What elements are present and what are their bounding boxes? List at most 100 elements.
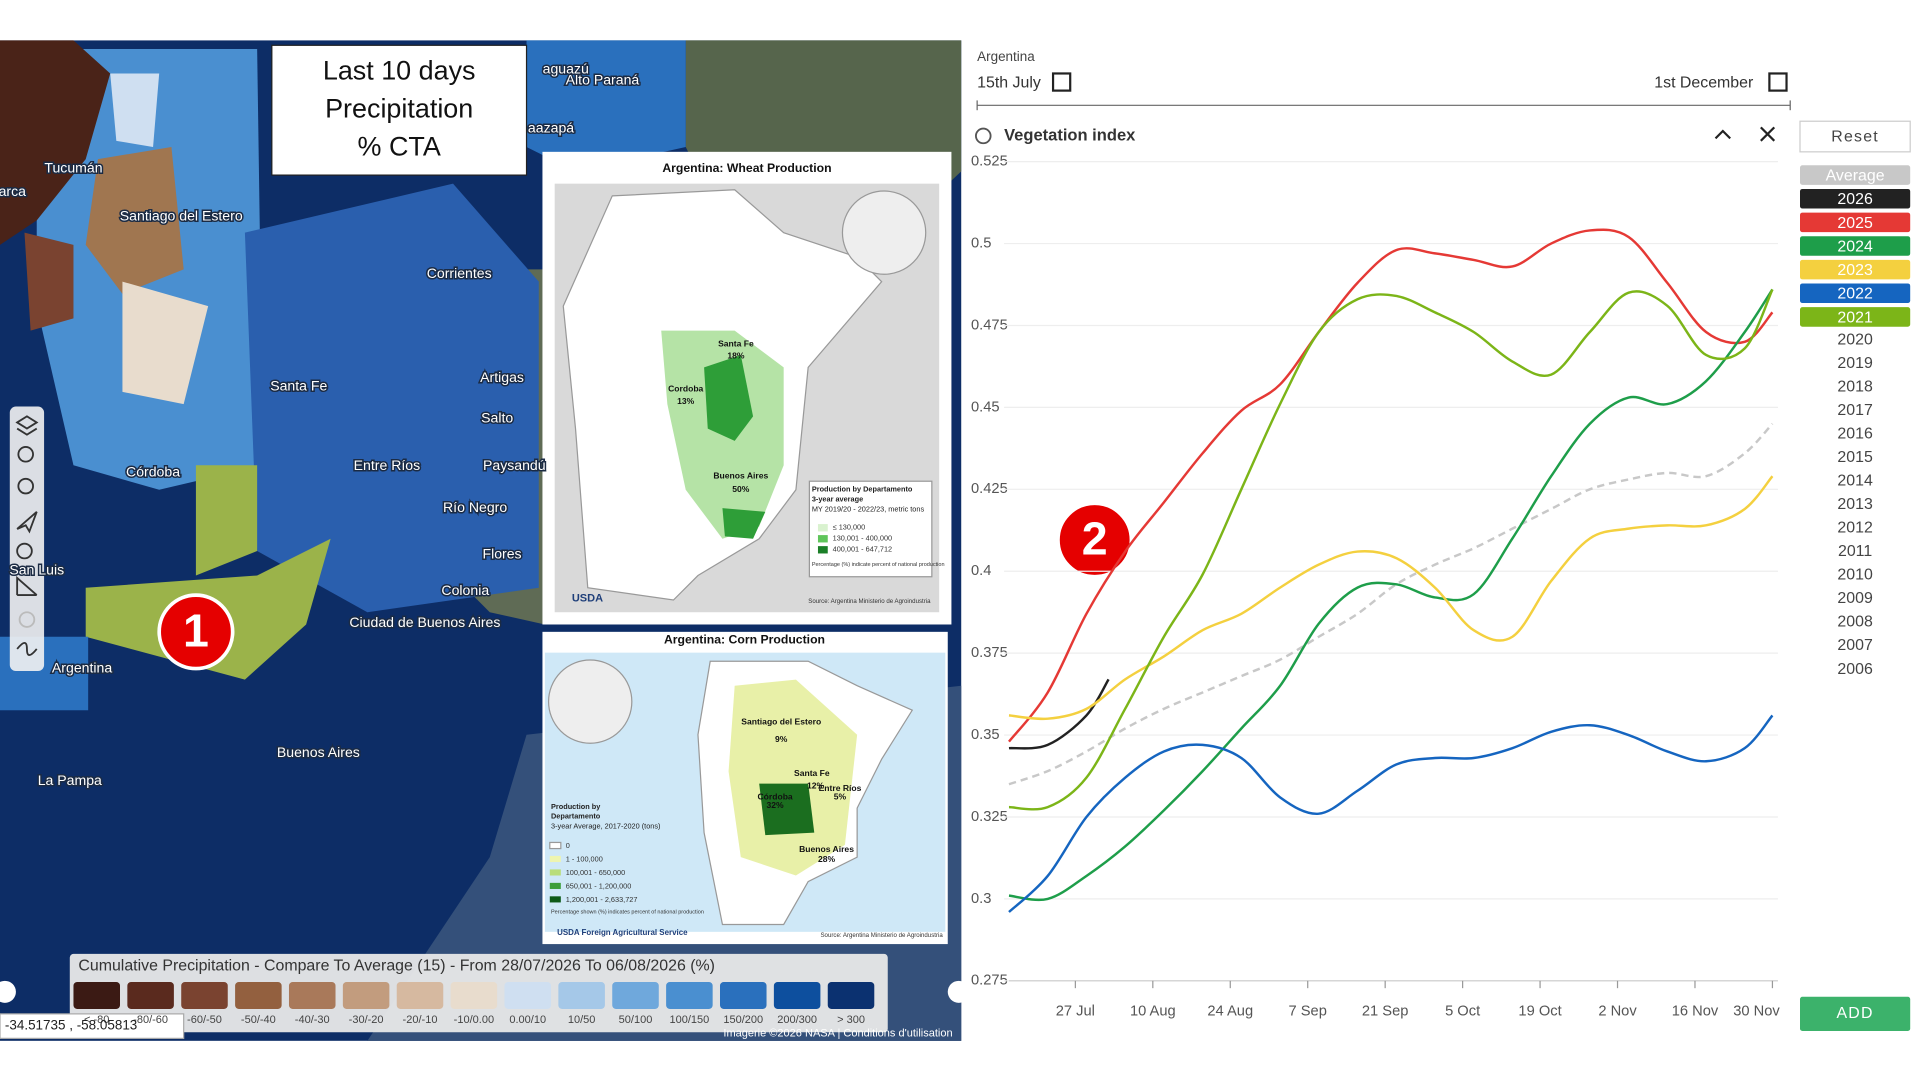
legend-entry[interactable]: 2012 [1837, 520, 1873, 537]
legend-entry[interactable]: 2026 [1837, 191, 1873, 208]
inset-swatch [817, 524, 828, 532]
legend-entry[interactable]: 2020 [1837, 332, 1873, 349]
inset-swatch [549, 882, 561, 889]
region [24, 232, 74, 331]
inset-label: 13% [677, 396, 695, 406]
search-button[interactable] [16, 542, 33, 560]
inset-label: Córdoba [758, 791, 793, 801]
corn-inset [542, 631, 948, 945]
legend-label: 10/50 [568, 1014, 596, 1026]
inset-area [728, 679, 858, 876]
legend-swatch [235, 982, 282, 1009]
inset-label: 32% [767, 800, 785, 810]
marker-badge [157, 593, 235, 671]
measure-button[interactable] [16, 575, 38, 597]
legend-entry[interactable]: 2014 [1837, 473, 1873, 490]
inset-agency: USDA [572, 593, 603, 605]
series-line [1008, 228, 1774, 743]
legend-entry[interactable]: 2018 [1837, 379, 1873, 396]
region [0, 40, 111, 245]
legend-entry[interactable]: 2024 [1837, 238, 1873, 255]
inset-label: Entre Ríos [819, 783, 862, 793]
legend-entry[interactable]: 2025 [1837, 215, 1873, 232]
inset-area [759, 783, 815, 836]
legend-entry[interactable]: 2013 [1837, 496, 1873, 513]
region [244, 183, 539, 613]
inset-note: Percentage (%) indicate percent of natio… [812, 562, 945, 568]
series-line [1008, 714, 1774, 913]
legend-swatch [181, 982, 228, 1009]
reset-label[interactable]: Reset [1831, 128, 1879, 145]
layers-button[interactable] [15, 415, 39, 436]
legend-entry[interactable]: 2016 [1837, 426, 1873, 443]
add-button[interactable] [1800, 996, 1911, 1032]
target-button[interactable] [18, 611, 36, 628]
reset-button[interactable] [1799, 120, 1911, 153]
map-label: Tucumán [44, 160, 102, 176]
inset-area [704, 355, 754, 441]
inset-swatch [817, 535, 828, 543]
scroll-right-button[interactable] [947, 980, 970, 1003]
draw-button[interactable] [16, 641, 38, 656]
region [195, 465, 258, 576]
y-tick-label: 0.4 [971, 563, 991, 579]
legend-label: 200/300 [777, 1014, 817, 1026]
legend-title: Cumulative Precipitation - Compare To Av… [78, 957, 715, 974]
inset-note: Percentage shown (%) indicates percent o… [551, 910, 704, 916]
map-label: Flores [482, 545, 521, 561]
scroll-left-button[interactable] [0, 980, 16, 1003]
inset-swatch [549, 869, 561, 876]
inset-source: Source: Argentina Ministerio de Agroindu… [808, 598, 931, 605]
legend-entry[interactable]: 2007 [1837, 637, 1873, 654]
title-box-line: % CTA [358, 131, 441, 161]
add-label[interactable]: ADD [1836, 1005, 1873, 1022]
marker-badge [1056, 501, 1134, 579]
legend-swatch [827, 982, 875, 1009]
legend-entry[interactable]: 2017 [1837, 402, 1873, 419]
close-button[interactable] [1760, 126, 1776, 142]
zoom-in-button[interactable] [17, 446, 34, 463]
collapse-button[interactable] [1714, 129, 1731, 140]
inset-legend-title: MY 2019/20 - 2022/23, metric tons [812, 504, 925, 513]
legend-swatch [73, 982, 120, 1009]
inset-swatch [549, 855, 561, 863]
map-label: Corrientes [427, 265, 492, 281]
legend-entry[interactable]: 2009 [1837, 590, 1873, 607]
toolbar [9, 406, 45, 672]
legend-swatch [666, 982, 713, 1009]
inset-legend-label: 100,001 - 650,000 [566, 868, 626, 877]
zoom-out-button[interactable] [17, 477, 34, 495]
inset-legend-title: 3-year average [812, 495, 863, 504]
legend-entry[interactable]: 2010 [1837, 567, 1873, 584]
legend-entry[interactable]: 2019 [1837, 355, 1873, 372]
y-tick-label: 0.325 [971, 809, 1008, 825]
inset-legend-label: 0 [566, 841, 570, 850]
inset-globe [547, 659, 633, 744]
legend-entry[interactable]: 2006 [1837, 661, 1873, 678]
inset-title: Argentina: Corn Production [664, 633, 825, 647]
inset-label: Cordoba [668, 384, 703, 394]
map-label: Córdoba [126, 463, 180, 479]
inset-legend-title: 3-year Average, 2017-2020 (tons) [551, 821, 660, 830]
legend-entry[interactable]: Average [1826, 168, 1885, 185]
legend-entry[interactable]: 2021 [1837, 309, 1873, 326]
legend-entry[interactable]: 2015 [1837, 449, 1873, 466]
end-date-picker[interactable] [1768, 72, 1788, 92]
y-tick-label: 0.375 [971, 645, 1008, 661]
locate-button[interactable] [16, 511, 38, 534]
legend-entry[interactable]: 2008 [1837, 614, 1873, 631]
legend-label: 100/150 [669, 1014, 709, 1026]
legend-entry[interactable]: 2022 [1837, 286, 1873, 303]
wheat-inset [542, 151, 952, 625]
legend-entry[interactable]: 2023 [1837, 262, 1873, 279]
legend-swatch [558, 982, 605, 1009]
inset-legend-label: 130,001 - 400,000 [833, 534, 893, 543]
start-date-picker[interactable] [1051, 72, 1072, 92]
title-box-line: Precipitation [325, 93, 473, 123]
x-tick-label: 19 Oct [1518, 1003, 1561, 1019]
map-label: Santiago del Estero [120, 207, 243, 223]
x-tick-label: 2 Nov [1598, 1003, 1637, 1019]
legend-entry[interactable]: 2011 [1838, 543, 1872, 560]
map-label: Paysandú [483, 457, 546, 473]
legend-swatch [450, 982, 498, 1009]
